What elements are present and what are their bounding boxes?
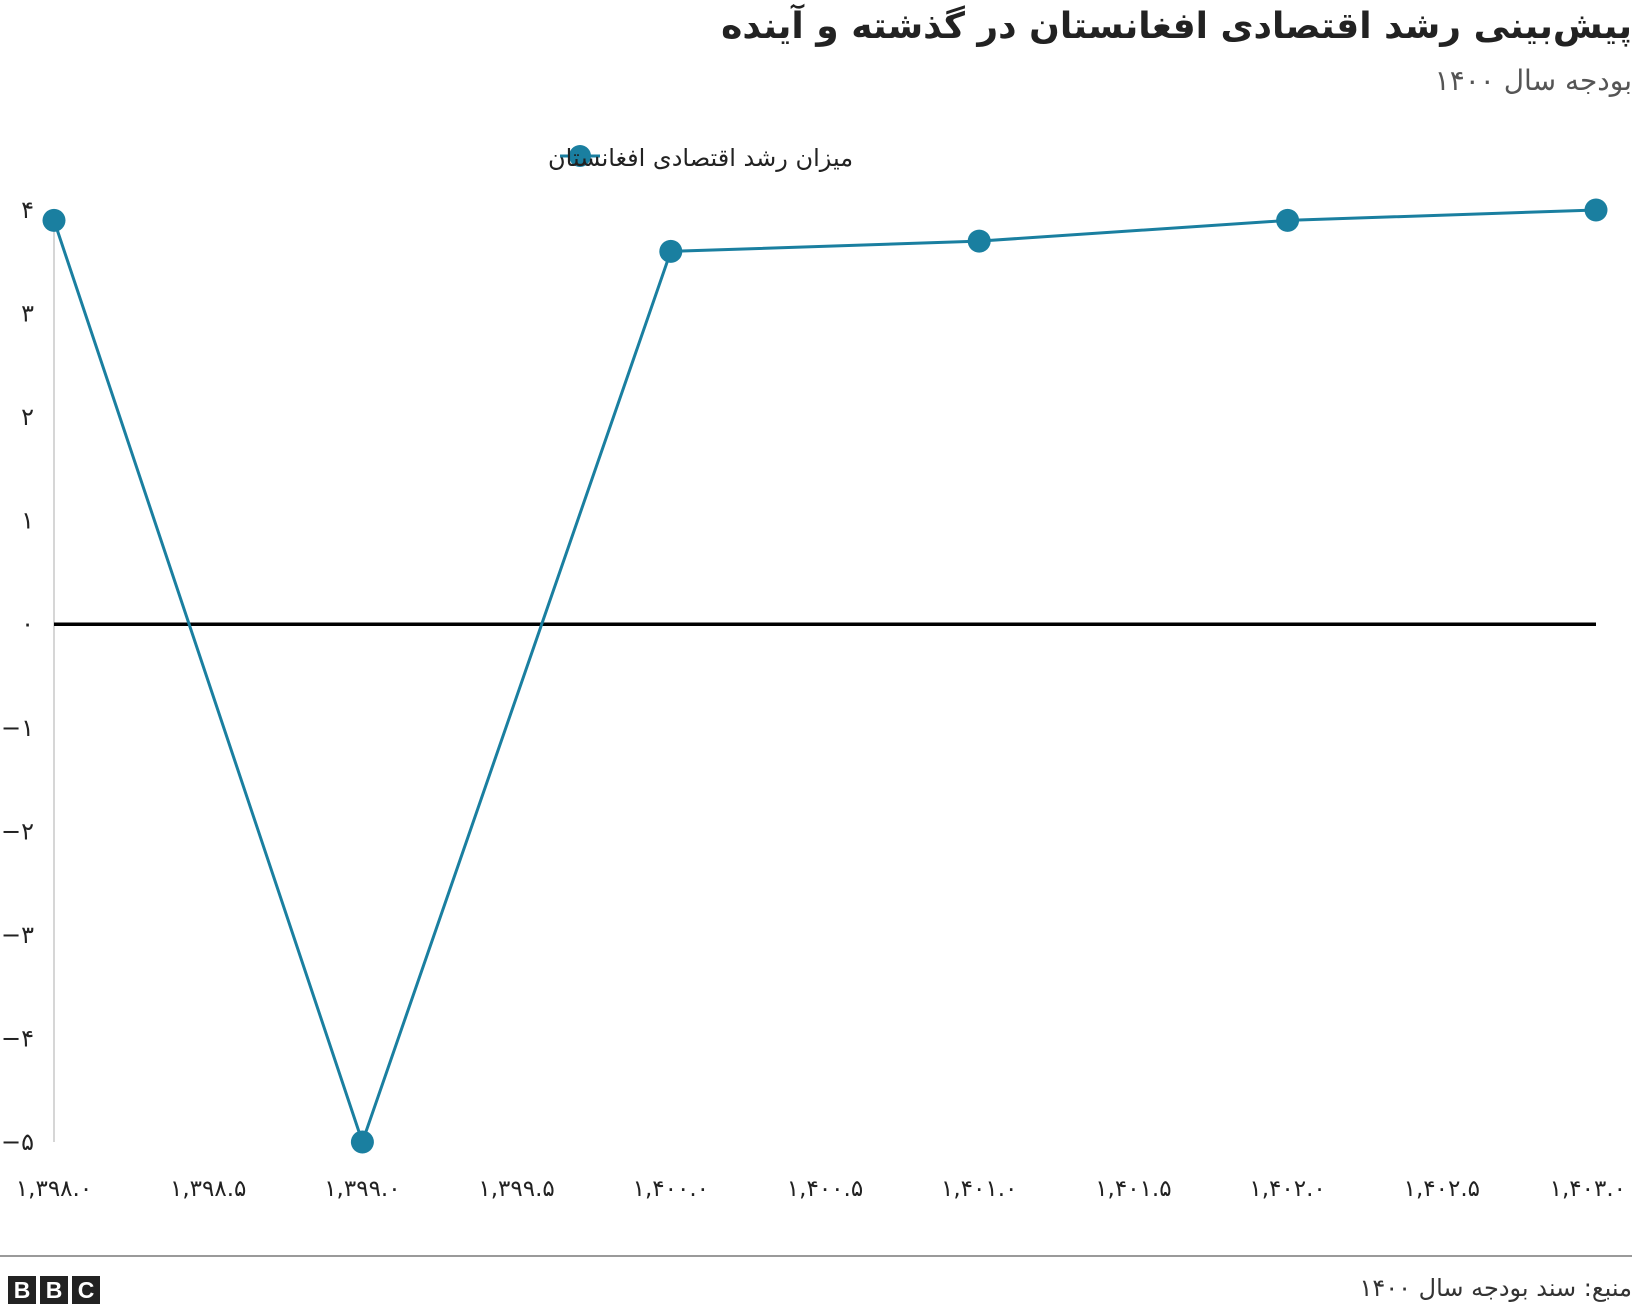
logo-letter: B bbox=[8, 1276, 36, 1304]
chart-subtitle: بودجه سال ۱۴۰۰ bbox=[1434, 64, 1632, 97]
x-tick-label: ۱,۳۹۸.۰ bbox=[16, 1176, 92, 1202]
chart-title: پیش‌بینی رشد اقتصادی افغانستان در گذشته … bbox=[721, 6, 1632, 47]
x-tick-label: ۱,۳۹۹.۵ bbox=[478, 1176, 554, 1202]
x-tick-label: ۱,۴۰۱.۰ bbox=[941, 1176, 1017, 1202]
y-axis-ticks: ۴ ۳ ۲ ۱ ۰ −۱ −۲ −۳ −۴ −۵ bbox=[1, 196, 34, 1156]
x-tick-label: ۱,۳۹۹.۰ bbox=[324, 1176, 400, 1202]
legend-label: میزان رشد اقتصادی افغانستان bbox=[548, 144, 853, 172]
y-tick-label: ۳ bbox=[21, 300, 34, 328]
x-tick-label: ۱,۴۰۱.۵ bbox=[1095, 1176, 1171, 1202]
footer-divider bbox=[0, 1255, 1632, 1257]
data-point bbox=[1276, 208, 1300, 232]
y-tick-label: −۵ bbox=[1, 1128, 34, 1156]
legend: میزان رشد اقتصادی افغانستان bbox=[548, 144, 853, 172]
data-point bbox=[42, 208, 66, 232]
y-tick-label: −۲ bbox=[1, 817, 34, 845]
line-chart: میزان رشد اقتصادی افغانستان ۴ ۳ ۲ ۱ ۰ −۱ −۲ −۳ −… bbox=[1, 144, 1626, 1202]
data-point bbox=[1584, 198, 1608, 222]
x-tick-label: ۱,۴۰۰.۰ bbox=[633, 1176, 709, 1202]
source-note: منبع: سند بودجه سال ۱۴۰۰ bbox=[1359, 1274, 1632, 1302]
y-tick-label: ۴ bbox=[21, 196, 34, 224]
x-tick-label: ۱,۴۰۰.۵ bbox=[787, 1176, 863, 1202]
data-point bbox=[967, 229, 991, 253]
series-points bbox=[42, 198, 1608, 1154]
x-tick-label: ۱,۴۰۳.۰ bbox=[1550, 1176, 1626, 1202]
y-tick-label: −۳ bbox=[1, 921, 34, 949]
logo-letter: C bbox=[72, 1276, 100, 1304]
x-tick-label: ۱,۴۰۲.۰ bbox=[1249, 1176, 1325, 1202]
data-point bbox=[659, 239, 683, 263]
logo-letter: B bbox=[40, 1276, 68, 1304]
y-tick-label: −۱ bbox=[1, 714, 34, 742]
y-tick-label: ۲ bbox=[21, 403, 34, 431]
series-line bbox=[52, 208, 1597, 1147]
x-axis-ticks: ۱,۳۹۸.۰ ۱,۳۹۸.۵ ۱,۳۹۹.۰ ۱,۳۹۹.۵ ۱,۴۰۰.۰ ۱,۴۰۰… bbox=[16, 1176, 1626, 1202]
bbc-logo: B B C bbox=[8, 1276, 100, 1304]
y-tick-label: −۴ bbox=[1, 1024, 34, 1052]
x-tick-label: ۱,۴۰۲.۵ bbox=[1404, 1176, 1480, 1202]
data-point bbox=[350, 1130, 374, 1154]
x-tick-label: ۱,۳۹۸.۵ bbox=[170, 1176, 246, 1202]
y-tick-label: ۱ bbox=[21, 507, 34, 535]
y-tick-label: ۰ bbox=[21, 610, 34, 638]
legend-marker bbox=[569, 145, 591, 167]
